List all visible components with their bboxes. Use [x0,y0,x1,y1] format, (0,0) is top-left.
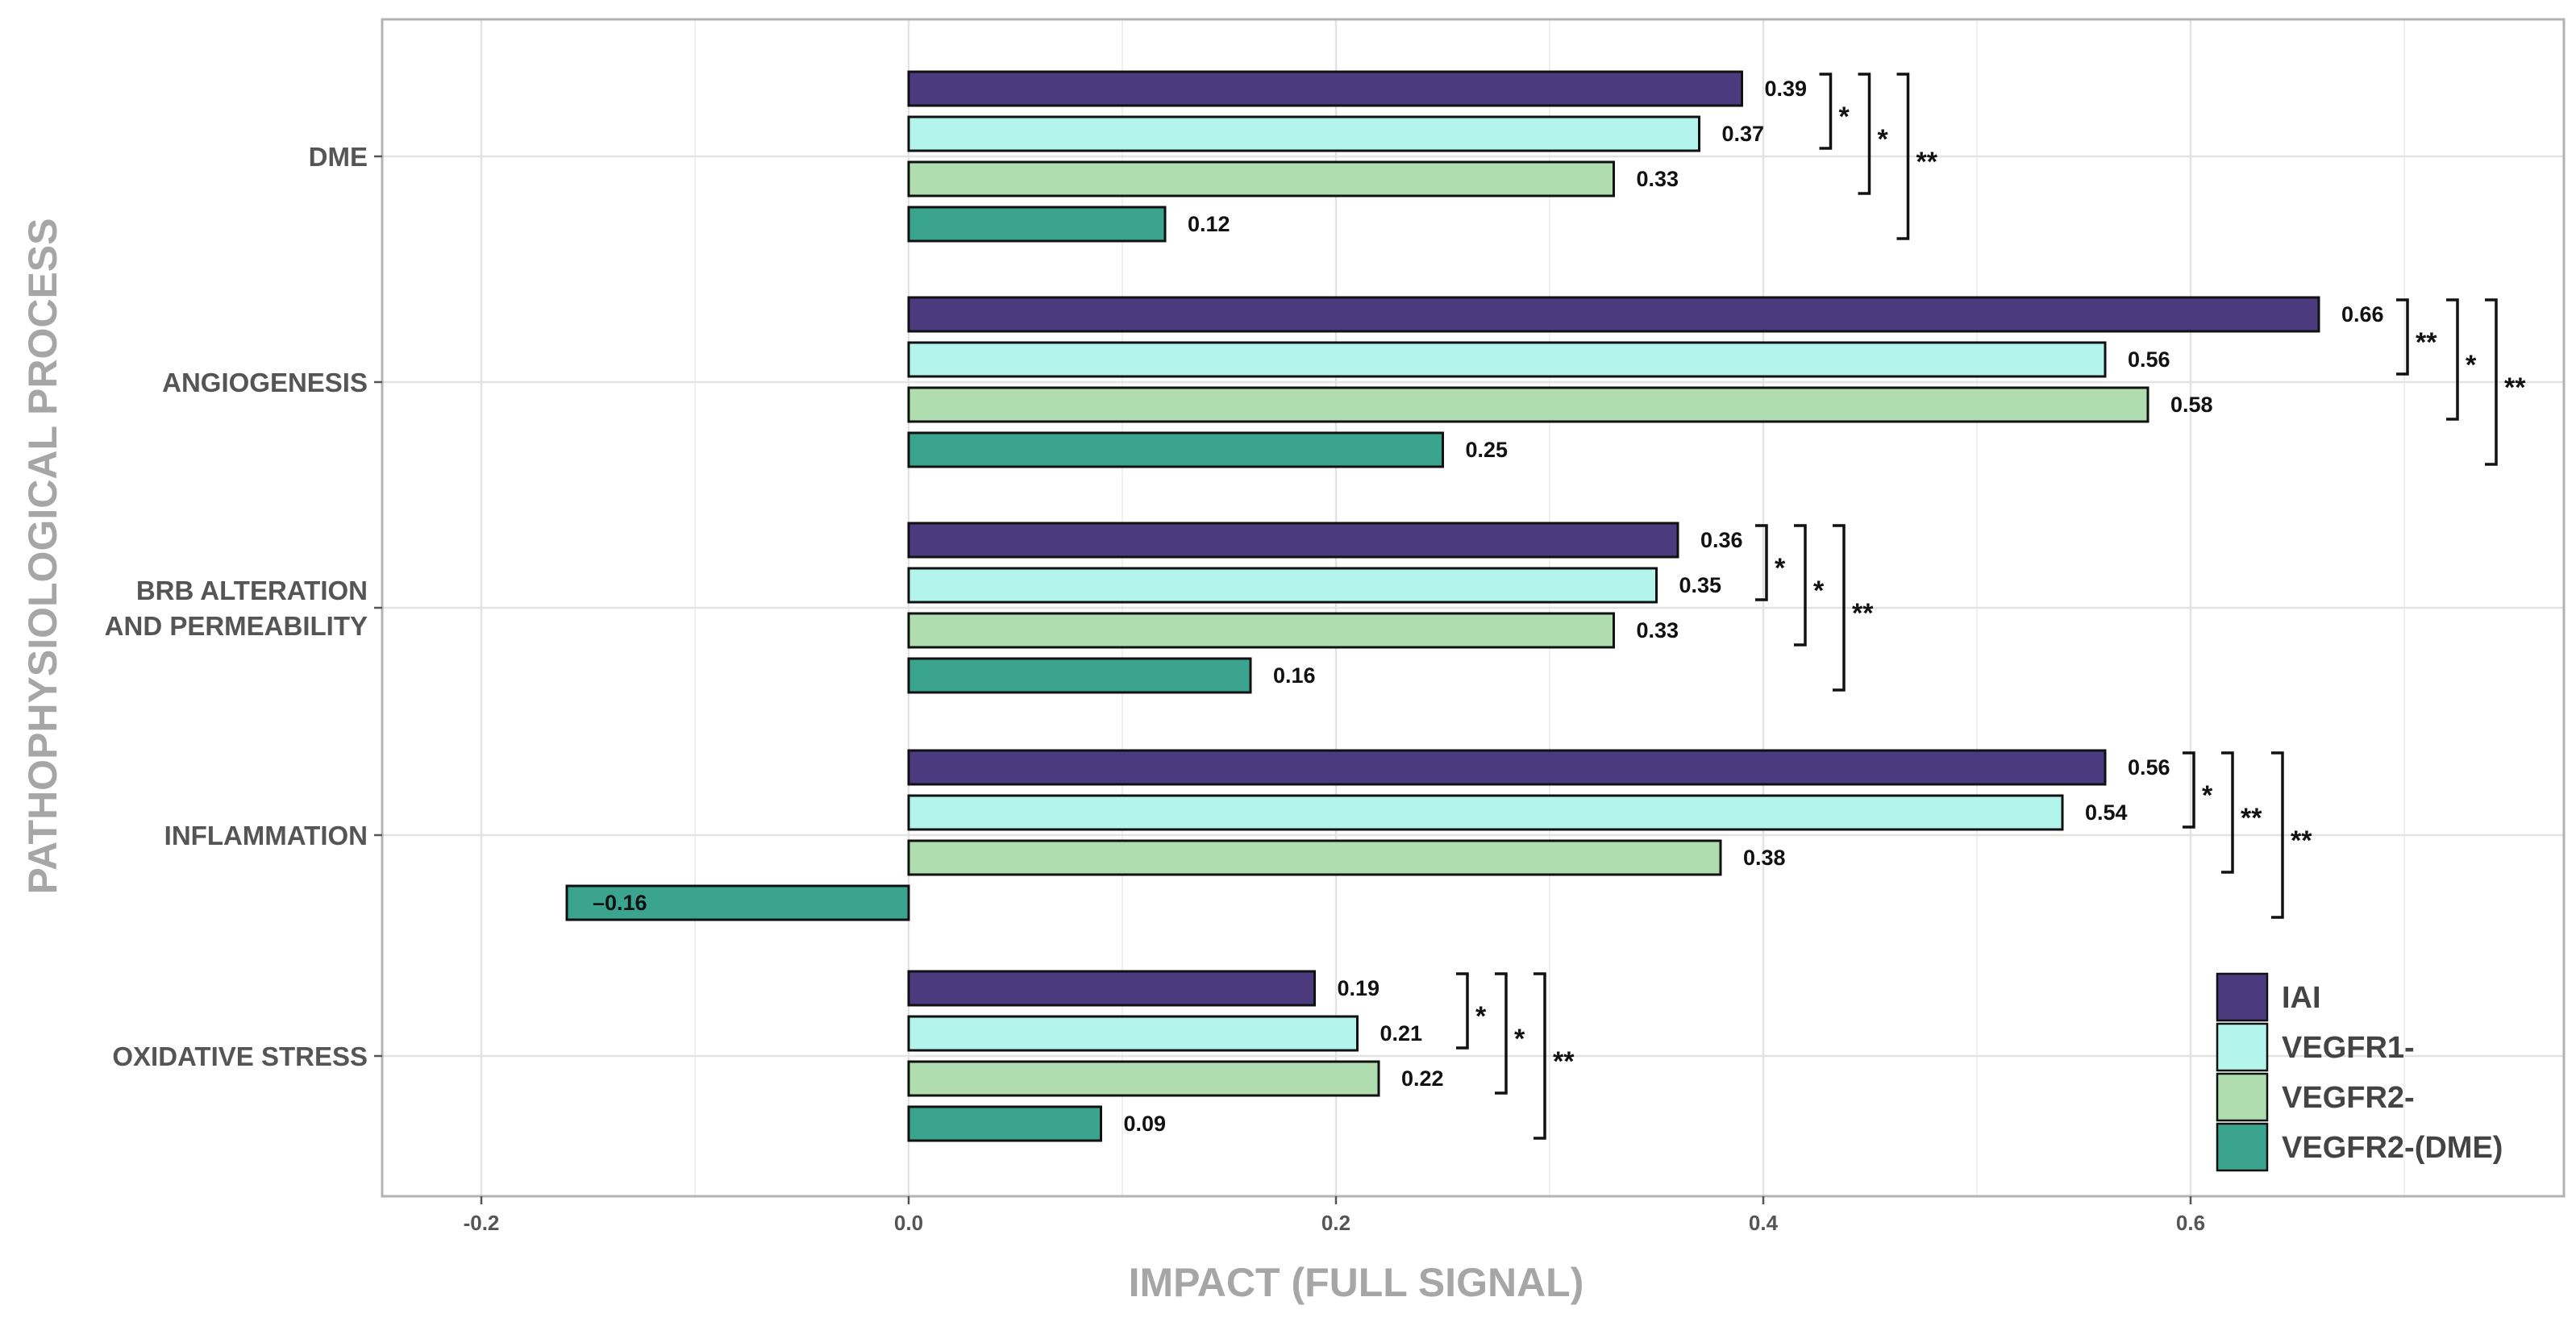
bar-value-label: 0.22 [1401,1066,1444,1091]
bar-value-label: –0.16 [593,891,647,915]
significance-bracket [2271,751,2284,919]
significance-marker: ** [2504,372,2526,403]
bar [907,839,1722,876]
bar [907,296,2320,333]
bar [907,341,2107,378]
significance-marker: * [2466,350,2477,380]
bar-value-label: 0.35 [1679,573,1722,597]
category-label: DME [309,142,368,172]
legend-swatch [2216,1022,2269,1072]
bar-value-label: 0.58 [2170,393,2213,417]
significance-bracket [2396,298,2409,376]
bar [907,206,1167,243]
bars: 0.39 0.66 0.36 0.56 0.19 0.37 0.56 0.35 0.54 0.21… [565,70,2384,1142]
significance-bracket [1495,972,1508,1095]
bar-value-label: 0.33 [1637,618,1679,642]
bar [907,522,1679,559]
significance-marker: * [1775,553,1786,584]
bar [907,431,1444,468]
significance-bracket [1534,972,1546,1140]
bar [907,386,2149,423]
bar-value-label: 0.33 [1637,167,1679,191]
significance-bracket [1819,73,1833,150]
significance-marker: ** [1553,1046,1575,1077]
y-axis-title: PATHOPHYSIOLOGICAL PROCESS [20,218,65,895]
bar [907,794,2064,831]
bar [907,1060,1380,1097]
bar-value-label: 0.39 [1765,77,1808,101]
category-label: INFLAMMATION [164,821,368,850]
bar-value-label: 0.36 [1700,528,1743,552]
significance-marker: * [1475,1001,1487,1032]
legend: IAI VEGFR1- VEGFR2- VEGFR2-(DME) [2216,972,2503,1172]
bar-value-label: 0.19 [1338,976,1380,1000]
bar [907,970,1316,1007]
significance-marker: ** [1852,598,1874,629]
significance-bracket [1858,73,1871,195]
bar-value-label: 0.12 [1188,212,1230,236]
x-tick-labels: -0.2 0.0 0.2 0.4 0.6 [464,1196,2205,1235]
significance-marker: * [1839,102,1850,132]
legend-label: VEGFR1- [2282,1031,2415,1065]
significance-marker: * [1514,1024,1525,1054]
category-label: OXIDATIVE STRESS [112,1041,368,1071]
legend-swatch [2216,1072,2269,1122]
significance-marker: ** [1916,147,1938,177]
bar-value-label: 0.37 [1722,122,1765,146]
legend-label: IAI [2282,981,2321,1015]
bar [907,1015,1359,1052]
significance-bracket [2221,751,2234,874]
legend-swatch [2216,972,2269,1022]
significance-brackets: ********************** [1456,73,2526,1140]
bar [907,567,1658,604]
significance-bracket [2183,751,2195,829]
x-tick-label: -0.2 [464,1211,500,1235]
x-axis-title: IMPACT (FULL SIGNAL) [1129,1260,1584,1305]
significance-bracket [1833,524,1846,692]
category-label: AND PERMEABILITY [105,611,368,641]
bar-value-label: 0.21 [1380,1021,1423,1046]
significance-marker: ** [2416,327,2437,358]
category-label: BRB ALTERATION [136,576,368,605]
bar [565,884,910,921]
category-labels: DME ANGIOGENESIS BRB ALTERATION AND PERMEAB… [105,142,382,1071]
bar-value-label: 0.09 [1124,1112,1167,1136]
significance-bracket [1794,524,1807,646]
significance-marker: * [1813,576,1825,606]
significance-bracket [1896,73,1910,240]
x-tick-label: 0.4 [1749,1211,1779,1235]
bar [907,160,1615,197]
bar-value-label: 0.66 [2341,302,2384,326]
x-tick-label: 0.2 [1321,1211,1350,1235]
significance-marker: ** [2291,825,2312,856]
category-label: ANGIOGENESIS [162,368,368,397]
bar-value-label: 0.56 [2128,755,2170,779]
bar [907,749,2107,786]
legend-label: VEGFR2-(DME) [2282,1131,2503,1165]
significance-marker: * [1878,124,1889,155]
bar [907,612,1615,649]
bar-value-label: 0.16 [1273,663,1316,688]
x-tick-label: 0.6 [2176,1211,2205,1235]
significance-bracket [2446,298,2459,421]
legend-label: VEGFR2- [2282,1081,2415,1115]
bar [907,115,1700,152]
significance-bracket [1755,524,1768,601]
legend-swatch [2216,1122,2269,1172]
bar-value-label: 0.38 [1743,846,1786,870]
bar [907,657,1252,694]
bar [907,1105,1102,1142]
bar-value-label: 0.54 [2085,800,2128,825]
bar-value-label: 0.56 [2128,347,2170,372]
bar [907,70,1743,107]
significance-marker: ** [2241,803,2262,834]
significance-marker: * [2202,780,2213,811]
significance-bracket [1456,972,1469,1050]
significance-bracket [2485,298,2498,466]
bar-value-label: 0.25 [1466,438,1509,462]
x-tick-label: 0.0 [894,1211,923,1235]
